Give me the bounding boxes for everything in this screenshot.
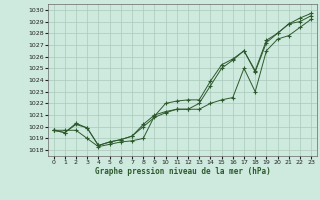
X-axis label: Graphe pression niveau de la mer (hPa): Graphe pression niveau de la mer (hPa) xyxy=(94,167,270,176)
